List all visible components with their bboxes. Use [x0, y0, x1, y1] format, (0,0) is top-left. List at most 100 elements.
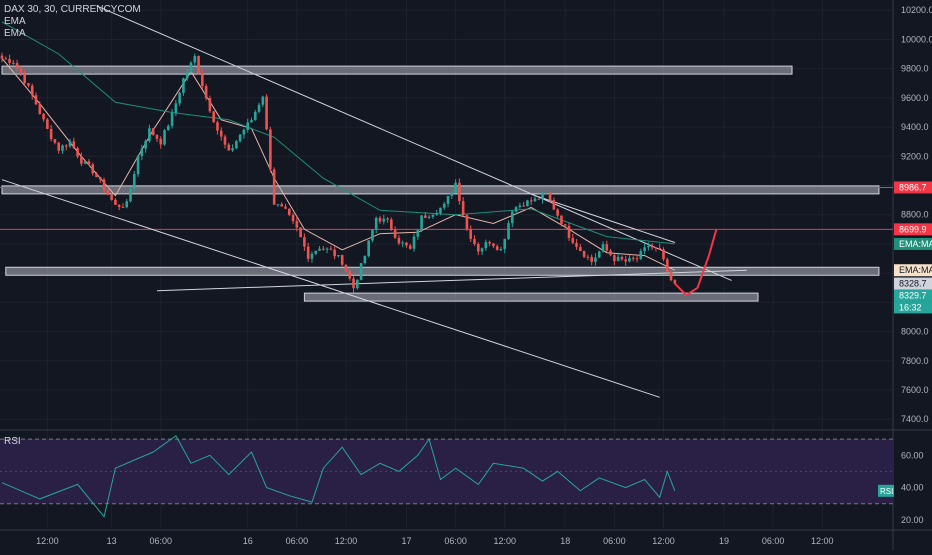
candle-body: [669, 272, 673, 281]
ema-line: [1, 21, 675, 245]
candle-body: [605, 244, 609, 251]
candle-body: [662, 249, 665, 260]
candle-body: [458, 182, 461, 202]
candle-body: [348, 271, 352, 279]
time-tick-label: 17: [401, 536, 411, 546]
candle-body: [352, 278, 355, 289]
rsi-value-badge: RSI: [880, 487, 893, 496]
trendline: [96, 5, 732, 281]
trendline: [1, 179, 660, 398]
candle-body: [522, 205, 525, 207]
candle-body: [110, 194, 113, 200]
candle-body: [49, 128, 53, 140]
candle-body: [265, 96, 268, 130]
candle-body: [219, 130, 223, 137]
candle-body: [439, 207, 442, 214]
candle-countdown: 16:32: [899, 302, 922, 312]
candle-body: [170, 112, 174, 126]
candle-body: [148, 128, 151, 142]
candle-body: [488, 242, 491, 244]
candle-body: [639, 251, 643, 259]
candle-body: [412, 236, 416, 249]
price-tick-label: 10000.0: [901, 34, 932, 44]
time-tick-label: 06:00: [762, 536, 785, 546]
candle-body: [673, 280, 677, 284]
candle-body: [261, 96, 265, 105]
candle-body: [208, 98, 212, 112]
candle-body: [306, 246, 310, 259]
candle-body: [545, 192, 548, 194]
candle-body: [503, 238, 507, 249]
candle-body: [19, 68, 23, 74]
low-price-badge-bg: [894, 277, 932, 290]
candle-body: [280, 204, 284, 207]
candle-body: [658, 247, 662, 250]
candle-body: [420, 215, 423, 231]
candle-body: [178, 92, 181, 104]
current-price-badge: 8329.7: [899, 290, 927, 300]
candle-body: [582, 251, 586, 257]
price-tick-label: 9400.0: [901, 122, 929, 132]
ema-indicator-label[interactable]: EMA: [4, 16, 26, 27]
rsi-badge-bg: [878, 484, 894, 497]
price-tick-label: 9600.0: [901, 93, 929, 103]
candle-body: [174, 103, 178, 113]
candle-body: [359, 263, 363, 280]
ema-indicator-label[interactable]: EMA: [4, 28, 26, 39]
candle-body: [238, 134, 242, 142]
candle-body: [616, 256, 620, 262]
candle-body: [484, 242, 488, 249]
candle-body: [117, 204, 121, 207]
candle-body: [57, 142, 60, 151]
support-resistance-zone: [5, 266, 880, 276]
candle-body: [647, 245, 650, 248]
price-tick-label: 9200.0: [901, 151, 929, 161]
candle-body: [507, 223, 510, 239]
candle-body: [363, 255, 367, 264]
rsi-tick-label: 60.00: [901, 450, 924, 460]
rsi-line: [1, 435, 676, 518]
current-price-badge-bg: [894, 289, 932, 302]
candle-body: [650, 245, 654, 248]
candle-body: [333, 249, 336, 257]
projection-curve: [674, 229, 718, 297]
rsi-tick-label: 20.00: [901, 515, 924, 525]
candle-body: [204, 86, 208, 99]
candle-body: [42, 113, 45, 120]
time-tick-label: 13: [107, 536, 117, 546]
candle-body: [212, 111, 215, 123]
candle-body: [393, 229, 397, 238]
candle-countdown-bg: [894, 301, 932, 314]
candle-body: [27, 83, 30, 86]
candle-body: [95, 173, 98, 178]
candle-body: [601, 244, 605, 252]
candle-body: [340, 255, 344, 265]
price-tick-label: 7600.0: [901, 385, 929, 395]
candle-body: [427, 216, 431, 218]
candle-body: [159, 138, 163, 145]
candle-body: [371, 229, 374, 241]
candle-body: [310, 253, 314, 259]
candle-body: [155, 134, 159, 139]
candle-body: [473, 239, 476, 244]
candle-body: [446, 195, 450, 204]
candle-body: [201, 72, 204, 87]
candle-body: [386, 218, 389, 220]
candle-body: [61, 145, 64, 151]
candle-body: [314, 250, 318, 254]
candle-body: [223, 136, 227, 145]
candle-body: [613, 255, 616, 262]
candle-body: [480, 248, 484, 252]
candle-body: [541, 193, 544, 200]
candle-body: [469, 229, 473, 240]
candle-body: [533, 198, 537, 202]
candle-body: [114, 199, 117, 205]
rsi-title[interactable]: RSI: [4, 436, 21, 447]
candle-body: [628, 257, 631, 262]
candle-body: [424, 215, 427, 218]
candle-body: [284, 206, 287, 209]
candle-body: [624, 259, 627, 262]
candle-body: [374, 217, 378, 230]
